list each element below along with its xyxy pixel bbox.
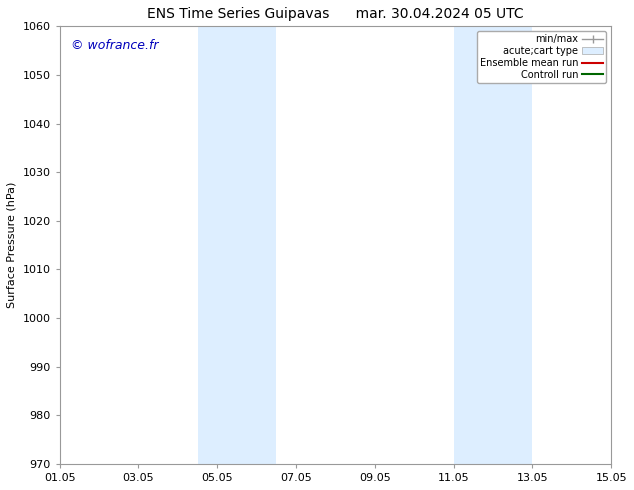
Legend: min/max, acute;cart type, Ensemble mean run, Controll run: min/max, acute;cart type, Ensemble mean …	[477, 31, 606, 83]
Text: © wofrance.fr: © wofrance.fr	[70, 39, 158, 52]
Bar	[454, 26, 533, 464]
Bar	[198, 26, 276, 464]
Y-axis label: Surface Pressure (hPa): Surface Pressure (hPa)	[7, 182, 17, 308]
Title: ENS Time Series Guipavas      mar. 30.04.2024 05 UTC: ENS Time Series Guipavas mar. 30.04.2024…	[147, 7, 524, 21]
